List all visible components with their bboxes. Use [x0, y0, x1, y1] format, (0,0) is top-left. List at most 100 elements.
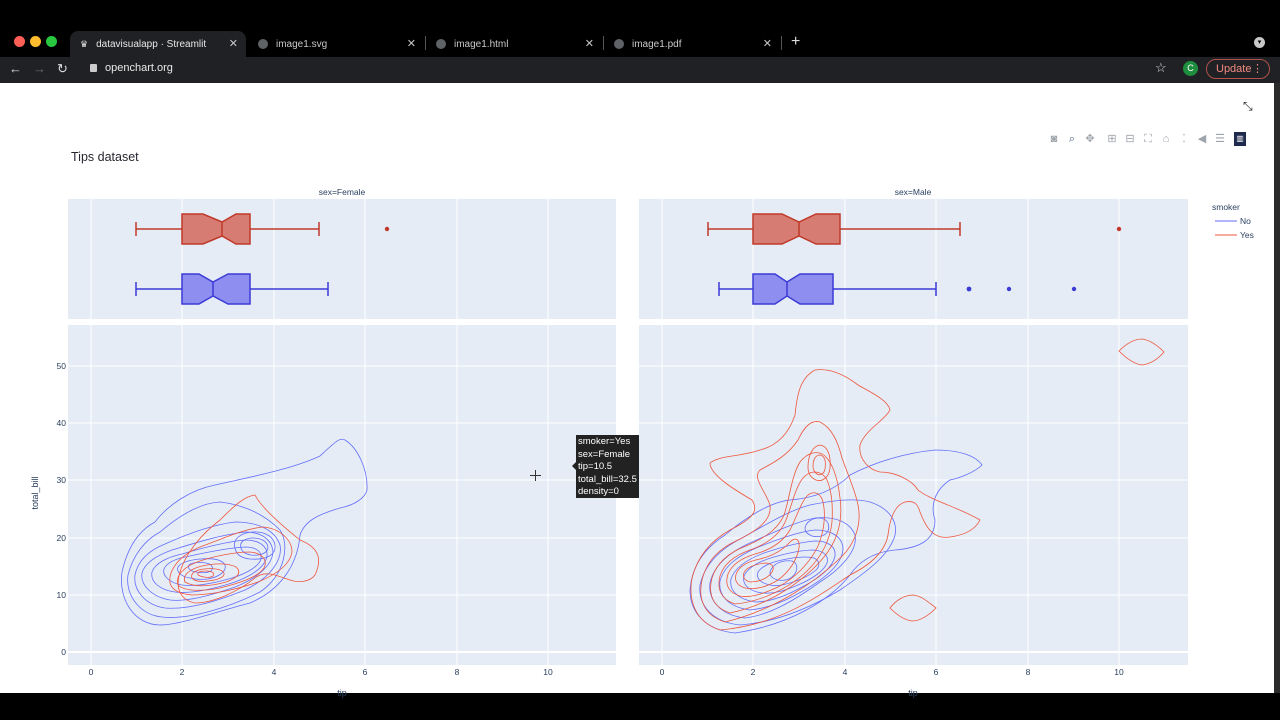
spike-lines-icon[interactable]: ⁚	[1182, 133, 1186, 145]
svg-text:4: 4	[843, 667, 848, 677]
maximize-window-button[interactable]	[46, 36, 57, 47]
pan-icon[interactable]: ✥	[1085, 133, 1095, 145]
hover-tooltip: smoker=Yes sex=Female tip=10.5 total_bil…	[572, 435, 639, 498]
reload-icon[interactable]: ↻	[57, 61, 68, 76]
tab-label: image1.pdf	[632, 38, 682, 50]
legend-item-no[interactable]: No	[1215, 216, 1251, 226]
tab-search-icon[interactable]: ▾	[1254, 37, 1265, 48]
tooltip-density: density=0	[578, 486, 619, 497]
svg-text:No: No	[1240, 216, 1251, 226]
tab-datavisualapp[interactable]: ♛ datavisualapp · Streamlit ✕	[70, 31, 246, 57]
boxplot-male-no[interactable]	[718, 273, 1077, 305]
legend-title: smoker	[1212, 202, 1240, 212]
svg-text:6: 6	[363, 667, 368, 677]
svg-text:2: 2	[751, 667, 756, 677]
window-titlebar	[0, 0, 1280, 28]
url-text[interactable]: openchart.org	[105, 62, 173, 74]
page-scrollbar[interactable]	[1274, 83, 1280, 693]
zoom-icon[interactable]: ⌕	[1068, 133, 1076, 145]
streamlit-crown-icon: ♛	[80, 38, 89, 49]
svg-text:0: 0	[61, 647, 66, 657]
zoom-in-icon[interactable]: ⊞	[1107, 133, 1117, 145]
bookmark-star-icon[interactable]: ☆	[1155, 60, 1167, 75]
marginal-panel-male	[639, 199, 1188, 319]
tab-separator	[603, 36, 604, 50]
page-title: Tips dataset	[71, 150, 139, 164]
plotly-logo-icon[interactable]: ▥	[1234, 132, 1246, 146]
zoom-out-icon[interactable]: ⊟	[1125, 133, 1135, 145]
x-axis-ticks-female: 0 2 4 6 8 10	[89, 667, 553, 677]
svg-text:50: 50	[57, 361, 67, 371]
tab-label: image1.html	[454, 38, 509, 50]
contour-panel-male[interactable]: 0 2 4 6 8 10 tip	[639, 325, 1188, 698]
profile-avatar[interactable]: C	[1183, 61, 1198, 76]
svg-text:Yes: Yes	[1240, 230, 1254, 240]
tab-label: datavisualapp · Streamlit	[96, 38, 207, 50]
exit-fullscreen-icon[interactable]: ⤡	[1243, 99, 1253, 113]
screen-bottom-border	[0, 693, 1280, 720]
contours-male-no	[689, 449, 983, 634]
close-window-button[interactable]	[14, 36, 25, 47]
svg-text:0: 0	[660, 667, 665, 677]
forward-icon[interactable]: →	[33, 61, 46, 76]
boxplot-male-yes[interactable]	[707, 213, 1122, 245]
facet-title-male: sex=Male	[895, 187, 932, 197]
svg-text:8: 8	[455, 667, 460, 677]
marginal-panel-female	[68, 199, 616, 319]
minimize-window-button[interactable]	[30, 36, 41, 47]
svg-text:20: 20	[57, 533, 67, 543]
tab-label: image1.svg	[276, 38, 328, 50]
svg-text:4: 4	[272, 667, 277, 677]
legend-item-yes[interactable]: Yes	[1215, 230, 1254, 240]
tooltip-sex: sex=Female	[578, 448, 631, 460]
reset-axes-icon[interactable]: ⌂	[1162, 133, 1170, 145]
url-input[interactable]	[80, 59, 1180, 79]
x-axis-ticks-male: 0 2 4 6 8 10	[660, 667, 1124, 677]
globe-icon	[258, 39, 268, 49]
tab-image1-html[interactable]: image1.html ✕	[426, 31, 602, 57]
close-tab-icon[interactable]: ✕	[228, 38, 238, 50]
tab-image1-pdf[interactable]: image1.pdf ✕	[604, 31, 780, 57]
contours-female-yes	[169, 494, 320, 604]
y-axis-title: total_bill	[30, 476, 40, 509]
hover-closest-icon[interactable]: ◀	[1197, 133, 1207, 145]
y-axis-ticks-female: 50 40 30 20 10 0	[57, 361, 67, 657]
tooltip-smoker: smoker=Yes	[578, 436, 631, 447]
svg-text:40: 40	[57, 418, 67, 428]
lock-icon	[90, 64, 97, 72]
contours-male-yes	[690, 338, 1165, 631]
plotly-modebar: ◙ ⌕ ✥ ⊞ ⊟ ⛶ ⌂ ⁚ ◀ ☰ ▥	[1045, 132, 1246, 146]
svg-text:10: 10	[1114, 667, 1124, 677]
new-tab-button[interactable]: +	[791, 33, 801, 50]
globe-icon	[614, 39, 624, 49]
back-icon[interactable]: ←	[9, 61, 22, 76]
close-tab-icon[interactable]: ✕	[762, 38, 772, 50]
autoscale-icon[interactable]: ⛶	[1144, 133, 1152, 145]
globe-icon	[436, 39, 446, 49]
svg-text:30: 30	[57, 475, 67, 485]
svg-text:8: 8	[1026, 667, 1031, 677]
hover-compare-icon[interactable]: ☰	[1215, 133, 1225, 145]
x-axis-title-female: tip	[337, 688, 347, 698]
svg-text:10: 10	[543, 667, 553, 677]
tooltip-total-bill: total_bill=32.5	[578, 473, 637, 485]
tooltip-tip: tip=10.5	[578, 461, 613, 472]
more-menu-icon[interactable]: ⋮	[1252, 63, 1263, 75]
update-button[interactable]: Update ⋮	[1206, 59, 1270, 79]
tab-separator	[781, 36, 782, 50]
legend: smoker No Yes	[1212, 202, 1254, 240]
close-tab-icon[interactable]: ✕	[406, 38, 416, 50]
boxplot-female-yes[interactable]	[135, 213, 390, 245]
contours-female-no	[121, 438, 368, 626]
svg-text:0: 0	[89, 667, 94, 677]
update-label: Update	[1216, 63, 1252, 75]
contour-panel-female[interactable]: 50 40 30 20 10 0 0 2 4 6 8 10 tip total_…	[30, 325, 616, 698]
x-axis-title-male: tip	[908, 688, 918, 698]
camera-icon[interactable]: ◙	[1050, 133, 1058, 145]
close-tab-icon[interactable]: ✕	[584, 38, 594, 50]
svg-text:6: 6	[934, 667, 939, 677]
crosshair-cursor	[530, 470, 541, 481]
boxplot-female-no[interactable]	[135, 273, 329, 305]
tab-image1-svg[interactable]: image1.svg ✕	[248, 31, 424, 57]
